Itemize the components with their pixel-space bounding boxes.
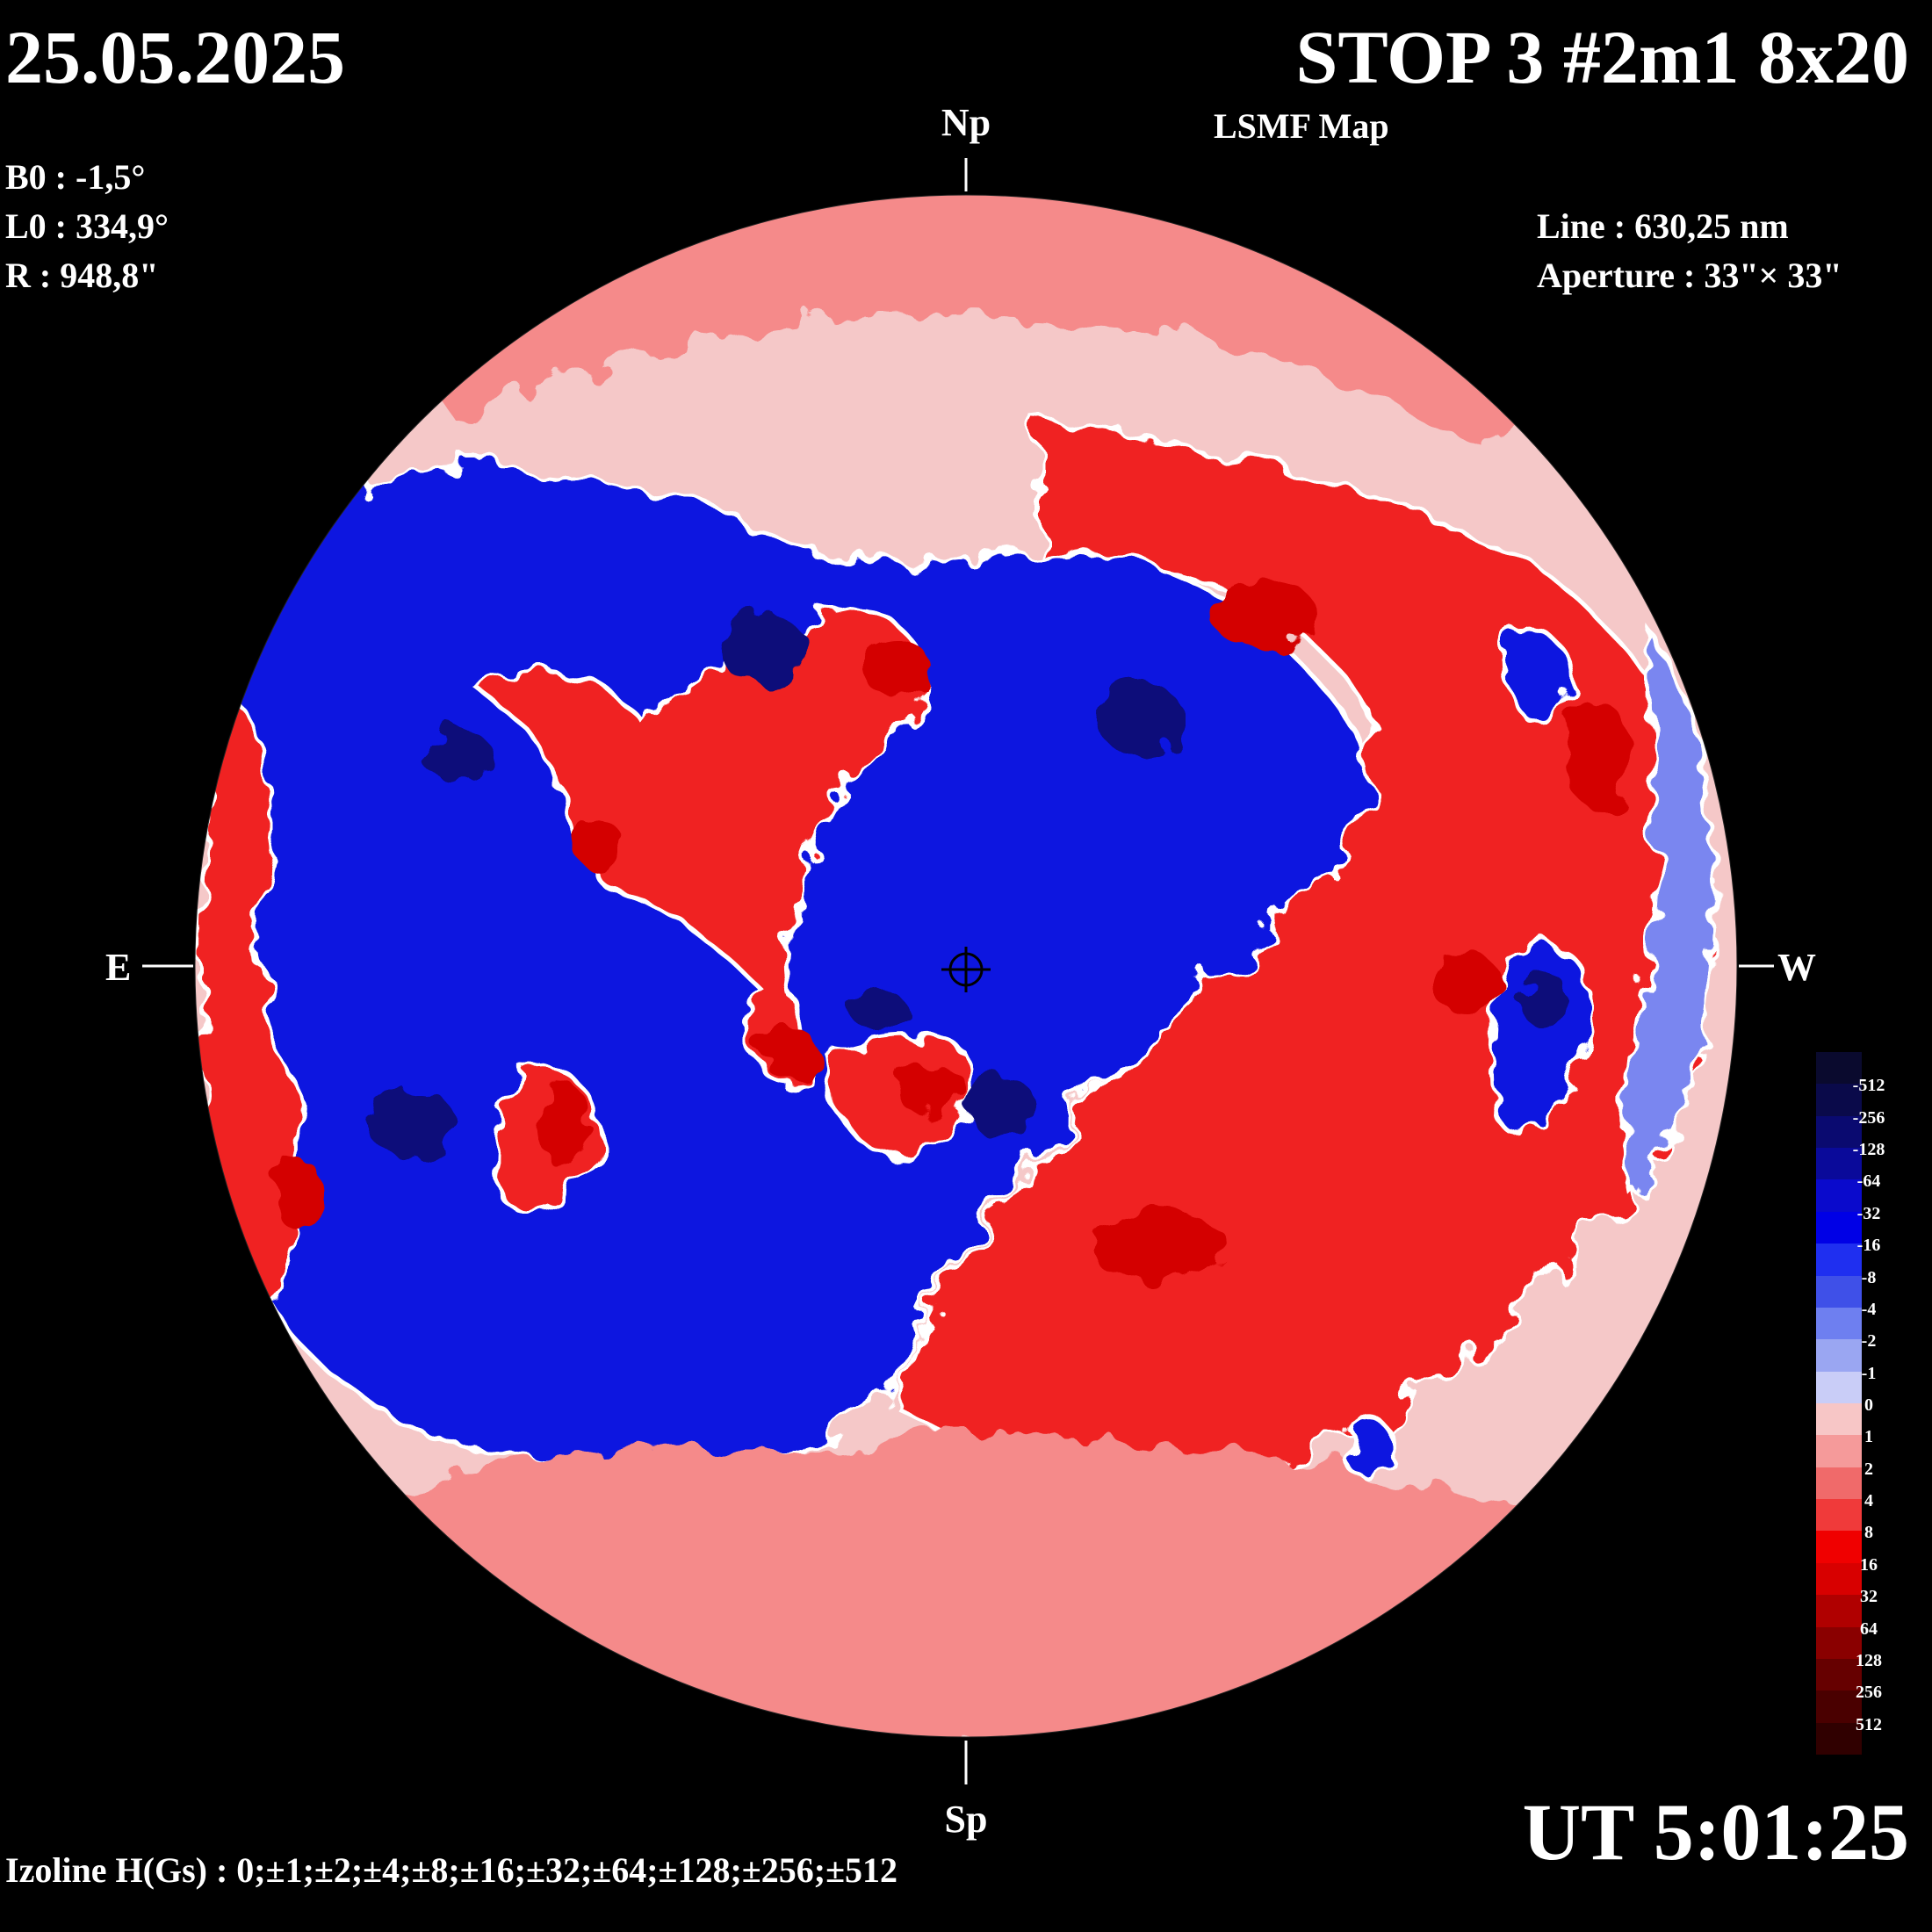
- colorbar-label: -2: [1861, 1331, 1877, 1352]
- field-strength-colorbar: [1816, 1052, 1862, 1755]
- disk-edge: [194, 194, 1738, 1738]
- colorbar-cell: [1816, 1435, 1862, 1468]
- colorbar-cell: [1816, 1307, 1862, 1340]
- colorbar-cell: [1816, 1722, 1862, 1755]
- colorbar-label: 64: [1860, 1618, 1878, 1639]
- colorbar-label: -64: [1856, 1171, 1881, 1192]
- negative-south-spot: [1341, 1418, 1402, 1481]
- colorbar-cell: [1816, 1499, 1862, 1532]
- colorbar-cell: [1816, 1531, 1862, 1564]
- west-label: W: [1777, 946, 1816, 989]
- colorbar-label: 32: [1860, 1587, 1878, 1607]
- strong-negative-cores: [369, 615, 1572, 1159]
- izoline-legend: Izoline H(Gs) : 0;±1;±2;±4;±8;±16;±32;±6…: [5, 1850, 898, 1890]
- axis-ticks: [142, 158, 1774, 1784]
- b0-value: B0 : -1,5°: [5, 157, 146, 197]
- colorbar-cell: [1816, 1562, 1862, 1596]
- colorbar-cell: [1816, 1052, 1862, 1085]
- center-crosshair: [941, 947, 991, 992]
- colorbar-label: -1: [1861, 1363, 1877, 1383]
- colorbar-label: -8: [1861, 1267, 1877, 1287]
- colorbar-cell: [1816, 1244, 1862, 1277]
- colorbar-cell: [1816, 1084, 1862, 1117]
- colorbar-cell: [1816, 1626, 1862, 1660]
- colorbar-cell: [1816, 1690, 1862, 1724]
- colorbar-label: 256: [1856, 1683, 1882, 1703]
- north-pole-label: Np: [941, 101, 991, 144]
- map-subtitle: LSMF Map: [1214, 106, 1389, 146]
- colorbar-label: -512: [1852, 1076, 1885, 1096]
- colorbar-cell: [1816, 1339, 1862, 1373]
- colorbar-cell: [1816, 1179, 1862, 1213]
- positive-intrusion-north: [470, 603, 927, 1085]
- colorbar-cell: [1816, 1275, 1862, 1308]
- negative-west-edge: [1624, 626, 1717, 1200]
- colorbar-label: -256: [1852, 1107, 1885, 1128]
- l0-value: L0 : 334,9°: [5, 206, 169, 246]
- colorbar-cell: [1816, 1211, 1862, 1244]
- colorbar-label: 128: [1856, 1650, 1882, 1670]
- south-pole-label: Sp: [944, 1798, 988, 1841]
- ut-time: UT 5:01:25: [1522, 1787, 1909, 1877]
- positive-east-strip: [198, 663, 306, 1322]
- east-label: E: [105, 946, 132, 989]
- colorbar-label: -128: [1852, 1140, 1885, 1160]
- colorbar-label: 4: [1864, 1491, 1873, 1511]
- radius-value: R : 948,8": [5, 256, 159, 295]
- colorbar-label: 8: [1864, 1523, 1873, 1543]
- colorbar-cell: [1816, 1403, 1862, 1436]
- colorbar-label: 1: [1864, 1427, 1873, 1447]
- colorbar-cell: [1816, 1595, 1862, 1628]
- date-label: 25.05.2025: [5, 15, 345, 99]
- colorbar-cell: [1816, 1467, 1862, 1500]
- weak-positive-south-band: [351, 1435, 1546, 1737]
- colorbar-label: 2: [1864, 1459, 1873, 1479]
- colorbar-cell: [1816, 1658, 1862, 1691]
- colorbar-label: -32: [1856, 1203, 1881, 1223]
- colorbar-label: -4: [1861, 1299, 1877, 1319]
- colorbar-label: 512: [1856, 1714, 1882, 1734]
- aperture-value: Aperture : 33"× 33": [1537, 256, 1842, 295]
- map-title: STOP 3 #2m1 8x20: [1295, 15, 1909, 99]
- colorbar-label: -16: [1856, 1236, 1881, 1256]
- colorbar-cell: [1816, 1371, 1862, 1404]
- colorbar-cell: [1816, 1148, 1862, 1180]
- colorbar-label: 0: [1864, 1395, 1873, 1415]
- strong-positive-cores: [272, 580, 1633, 1282]
- colorbar-cell: [1816, 1115, 1862, 1149]
- spectral-line-value: Line : 630,25 nm: [1537, 206, 1789, 246]
- negative-intrusion-northwest: [1500, 629, 1576, 723]
- colorbar-label: 16: [1860, 1554, 1878, 1575]
